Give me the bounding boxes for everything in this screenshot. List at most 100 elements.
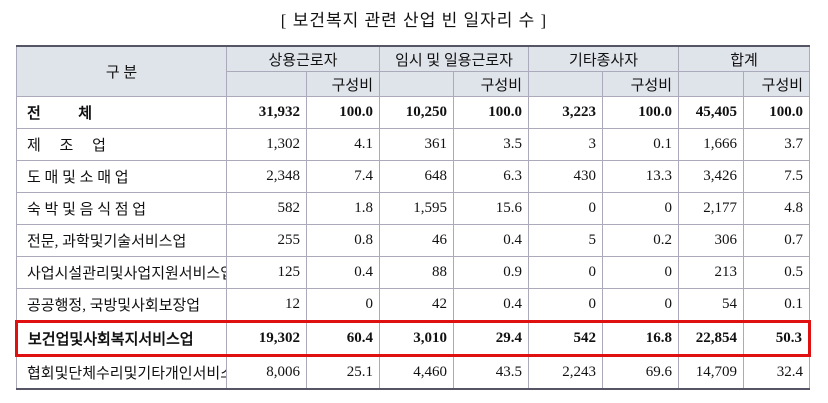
header-cell: [678, 71, 745, 97]
cell: 0.7: [743, 224, 811, 257]
cell: 7.4: [305, 160, 381, 193]
cell: 0: [528, 192, 604, 225]
cell: 100.0: [602, 96, 680, 129]
table-row: 사업시설관리및사업지원서비스업 125 0.4 88 0.9 0 0 213 0.5: [16, 256, 811, 289]
cell: 0.4: [305, 256, 381, 289]
table-row: 제 조 업 1,302 4.1 361 3.5 3 0.1 1,666 3.7: [16, 128, 811, 161]
cell: 430: [528, 160, 604, 193]
title: [ 보건복지 관련 산업 빈 일자리 수 ]: [280, 11, 548, 30]
header-cell: [226, 71, 307, 97]
cell: 0: [602, 192, 680, 225]
row-label: 전문, 과학및기술서비스업: [16, 224, 227, 257]
cell: 3: [528, 128, 604, 161]
table-head: 구 분 상용근로자 임시 및 일용근로자 기타종사자 합계 구성비 구성비 구성비 구성비: [16, 45, 811, 97]
cell: 45,405: [678, 96, 745, 129]
cell: 0.2: [602, 224, 680, 257]
cell: 0.1: [602, 128, 680, 161]
row-label: 사업시설관리및사업지원서비스업: [16, 256, 227, 289]
cell: 3.5: [453, 128, 530, 161]
cell: 32.4: [743, 355, 811, 390]
cell: 0.4: [453, 288, 530, 322]
table-row: 공공행정, 국방및사회보장업 12 0 42 0.4 0 0 54 0.1: [16, 288, 811, 322]
cell: 0: [602, 288, 680, 322]
cell: 46: [379, 224, 455, 257]
table-body: 전 체 31,932 100.0 10,250 100.0 3,223 100.0 45,40…: [15, 96, 812, 390]
table-row: 도 매 및 소 매 업 2,348 7.4 648 6.3 430 13.3 3,426 7.5: [16, 160, 811, 193]
cell: 125: [226, 256, 307, 289]
cell: 1,666: [678, 128, 745, 161]
cell: 361: [379, 128, 455, 161]
header-row: 구 분 상용근로자 임시 및 일용근로자 기타종사자 합계: [16, 45, 811, 97]
cell: 648: [379, 160, 455, 193]
row-label: 전 체: [16, 96, 227, 129]
cell: 255: [226, 224, 307, 257]
sub-header: 구성비: [602, 71, 680, 97]
cell: 22,854: [678, 320, 745, 357]
cell: 10,250: [379, 96, 455, 129]
cell: 69.6: [602, 355, 680, 390]
cell: 2,177: [678, 192, 745, 225]
cell: 0.5: [743, 256, 811, 289]
cell: 4.1: [305, 128, 381, 161]
cell: 8,006: [226, 355, 307, 390]
sub-header: 구성비: [743, 71, 811, 97]
cell: 19,302: [226, 320, 307, 357]
table-row: 전 체 31,932 100.0 10,250 100.0 3,223 100.0 45,40…: [16, 96, 811, 129]
cell: 100.0: [453, 96, 530, 129]
cell: 88: [379, 256, 455, 289]
cell: 3,426: [678, 160, 745, 193]
sub-header: 구성비: [453, 71, 530, 97]
row-label: 협회및단체수리및기타개인서비스업: [16, 355, 227, 390]
table-row: 보건업및사회복지서비스업 19,302 60.4 3,010 29.4 542 16.8 22…: [15, 320, 812, 357]
cell: 0.9: [453, 256, 530, 289]
cell: 306: [678, 224, 745, 257]
row-label: 제 조 업: [16, 128, 227, 161]
cell: 100.0: [743, 96, 811, 129]
cell: 0.1: [743, 288, 811, 322]
cell: 213: [678, 256, 745, 289]
table: 구 분 상용근로자 임시 및 일용근로자 기타종사자 합계 구성비 구성비 구성비 구성비 …: [15, 45, 812, 390]
group-header: 합계: [678, 45, 811, 72]
header-cell: 구 분: [16, 45, 227, 97]
row-label: 보건업및사회복지서비스업: [15, 320, 227, 357]
cell: 0: [305, 288, 381, 322]
group-header: 임시 및 일용근로자: [379, 45, 530, 72]
cell: 29.4: [453, 320, 530, 357]
cell: 1,302: [226, 128, 307, 161]
header-cell: [528, 71, 604, 97]
cell: 100.0: [305, 96, 381, 129]
table-row: 전문, 과학및기술서비스업 255 0.8 46 0.4 5 0.2 306 0.7: [16, 224, 811, 257]
cell: 0.8: [305, 224, 381, 257]
cell: 0: [602, 256, 680, 289]
header-row: 구성비 구성비 구성비 구성비: [17, 71, 811, 97]
cell: 1.8: [305, 192, 381, 225]
cell: 4.8: [743, 192, 811, 225]
cell: 15.6: [453, 192, 530, 225]
row-label: 숙 박 및 음 식 점 업: [16, 192, 227, 225]
cell: 50.3: [743, 320, 812, 357]
cell: 7.5: [743, 160, 811, 193]
cell: 0: [528, 256, 604, 289]
cell: 2,348: [226, 160, 307, 193]
cell: 6.3: [453, 160, 530, 193]
cell: 582: [226, 192, 307, 225]
cell: 25.1: [305, 355, 381, 390]
cell: 13.3: [602, 160, 680, 193]
cell: 14,709: [678, 355, 745, 390]
cell: 3.7: [743, 128, 811, 161]
cell: 4,460: [379, 355, 455, 390]
cell: 12: [226, 288, 307, 322]
cell: 2,243: [528, 355, 604, 390]
cell: 542: [528, 320, 604, 357]
cell: 1,595: [379, 192, 455, 225]
cell: 3,010: [379, 320, 455, 357]
cell: 3,223: [528, 96, 604, 129]
cell: 43.5: [453, 355, 530, 390]
cell: 5: [528, 224, 604, 257]
cell: 0.4: [453, 224, 530, 257]
cell: 31,932: [226, 96, 307, 129]
cell: 54: [678, 288, 745, 322]
cell: 42: [379, 288, 455, 322]
table-row: 숙 박 및 음 식 점 업 582 1.8 1,595 15.6 0 0 2,177 4.8: [16, 192, 811, 225]
